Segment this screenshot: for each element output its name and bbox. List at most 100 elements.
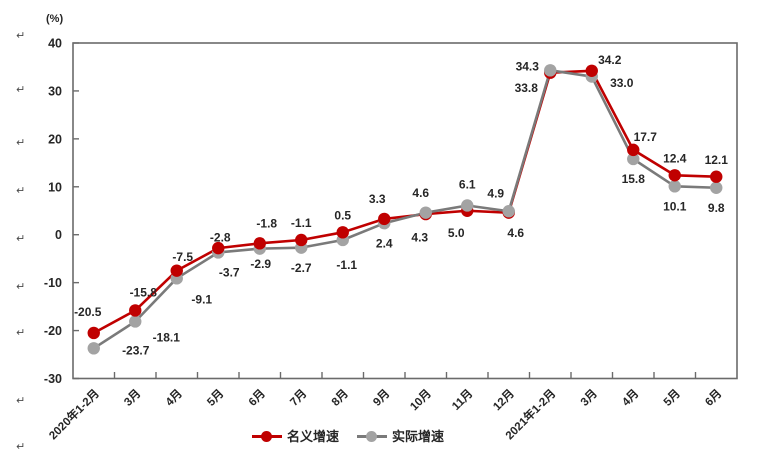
data-point-label: 34.3 (516, 60, 540, 74)
y-tick-label: -20 (44, 324, 62, 338)
data-point-label: -9.1 (191, 293, 212, 307)
data-point-nominal (295, 233, 308, 247)
legend-label-nominal: 名义增速 (287, 429, 340, 444)
y-tick-label: -30 (44, 372, 62, 386)
data-point-label: -2.8 (210, 230, 231, 244)
y-axis: 40 30 20 10 0 -10 -20 -30 (44, 37, 79, 386)
x-tick-label: 10月 (407, 387, 433, 413)
x-tick-label: 7月 (288, 387, 310, 409)
data-point-label: 12.1 (705, 153, 729, 167)
x-tick-label: 5月 (205, 387, 227, 409)
data-point-label: 4.6 (507, 226, 524, 240)
data-point-label: -18.1 (153, 331, 181, 345)
data-point-label: -23.7 (122, 344, 150, 358)
x-tick-label: 9月 (371, 387, 393, 409)
data-point-nominal (627, 143, 640, 157)
data-point-label: 15.8 (622, 172, 646, 186)
legend-swatch-actual-icon (357, 431, 388, 443)
data-point-label: 0.5 (334, 209, 351, 223)
legend-item-actual: 实际增速 (357, 430, 444, 443)
y-axis-unit-label: (%) (46, 13, 64, 25)
y-tick-label: 0 (55, 228, 62, 242)
return-mark-icon: ↵ (16, 137, 25, 149)
data-point-label: 3.3 (369, 192, 386, 206)
data-point-nominal (378, 212, 391, 226)
x-tick-label: 12月 (490, 387, 516, 413)
series-line-actual (92, 69, 718, 350)
x-tick-label: 5月 (661, 387, 683, 409)
data-point-nominal (668, 169, 681, 182)
data-point-actual (668, 180, 681, 193)
data-point-actual (461, 199, 474, 212)
data-point-label: -15.8 (130, 286, 158, 300)
data-point-label: 4.3 (411, 230, 428, 244)
data-point-markers (87, 64, 723, 355)
data-point-actual (129, 315, 142, 328)
x-tick-label: 6月 (246, 387, 268, 409)
data-point-label: 34.2 (598, 53, 622, 67)
plot-border (72, 42, 738, 380)
data-point-label: 17.7 (634, 130, 658, 144)
return-mark-icon: ↵ (16, 281, 25, 293)
data-point-nominal (87, 326, 100, 340)
data-point-actual (419, 206, 432, 219)
y-tick-label: 20 (48, 132, 62, 146)
return-mark-icon: ↵ (16, 84, 25, 96)
data-point-label: 10.1 (663, 200, 687, 214)
data-point-label: 2.4 (376, 236, 393, 250)
data-point-label: -1.1 (336, 258, 357, 272)
y-tick-label: -10 (44, 276, 62, 290)
data-point-label: -7.5 (172, 250, 193, 264)
y-tick-label: 40 (48, 37, 62, 51)
return-mark-icon: ↵ (16, 441, 25, 453)
legend-label-actual: 实际增速 (392, 429, 445, 444)
legend-item-nominal: 名义增速 (252, 430, 339, 443)
data-point-label: 4.9 (487, 186, 504, 200)
x-tick-label: 4月 (620, 387, 642, 409)
data-point-label: 33.8 (515, 81, 539, 95)
x-tick-label: 6月 (703, 387, 725, 409)
legend-swatch-nominal-icon (252, 431, 282, 443)
return-mark-icon: ↵ (16, 327, 25, 339)
data-point-actual (627, 152, 640, 166)
data-point-nominal (212, 241, 225, 255)
x-tick-label: 11月 (449, 387, 475, 413)
data-point-label: 5.0 (448, 226, 465, 240)
return-mark-icon: ↵ (16, 395, 25, 407)
x-tick-label: 2020年1-2月 (46, 386, 102, 442)
chart-legend: 名义增速 实际增速 (252, 430, 444, 443)
return-marks: ↵ ↵ ↵ ↵ ↵ ↵ ↵ ↵ ↵ (16, 30, 25, 453)
x-tick-label: 3月 (122, 387, 144, 409)
return-mark-icon: ↵ (16, 30, 25, 42)
data-point-nominal (336, 226, 349, 239)
return-mark-icon: ↵ (16, 185, 25, 197)
data-point-nominal (710, 170, 723, 183)
data-point-label: 9.8 (708, 201, 725, 215)
x-tick-label: 4月 (163, 387, 185, 409)
data-point-nominal (129, 304, 142, 317)
series-line-nominal (92, 69, 718, 335)
data-point-label: 12.4 (663, 151, 687, 165)
x-tick-label: 3月 (578, 387, 600, 409)
data-labels: -20.5 -23.7 -15.8 -18.1 -7.5 -9.1 -2.8 -3.7 -1.8… (74, 53, 728, 358)
y-tick-label: 30 (48, 84, 62, 98)
data-point-label: -1.8 (256, 217, 277, 231)
data-point-actual (710, 181, 723, 194)
return-mark-icon: ↵ (16, 233, 25, 245)
data-point-label: 4.6 (412, 186, 429, 200)
data-point-label: -2.9 (250, 257, 271, 271)
data-point-label: -3.7 (219, 266, 240, 280)
data-point-label: -1.1 (291, 216, 312, 230)
data-point-nominal (253, 237, 266, 250)
data-point-label: -20.5 (74, 305, 102, 319)
x-tick-label: 8月 (329, 387, 351, 409)
data-point-nominal (170, 264, 183, 277)
data-point-actual (544, 64, 557, 77)
y-tick-label: 10 (48, 180, 62, 194)
data-point-nominal (585, 64, 598, 77)
data-point-label: 33.0 (610, 76, 634, 90)
data-point-actual (502, 205, 515, 218)
data-point-actual (87, 342, 100, 355)
